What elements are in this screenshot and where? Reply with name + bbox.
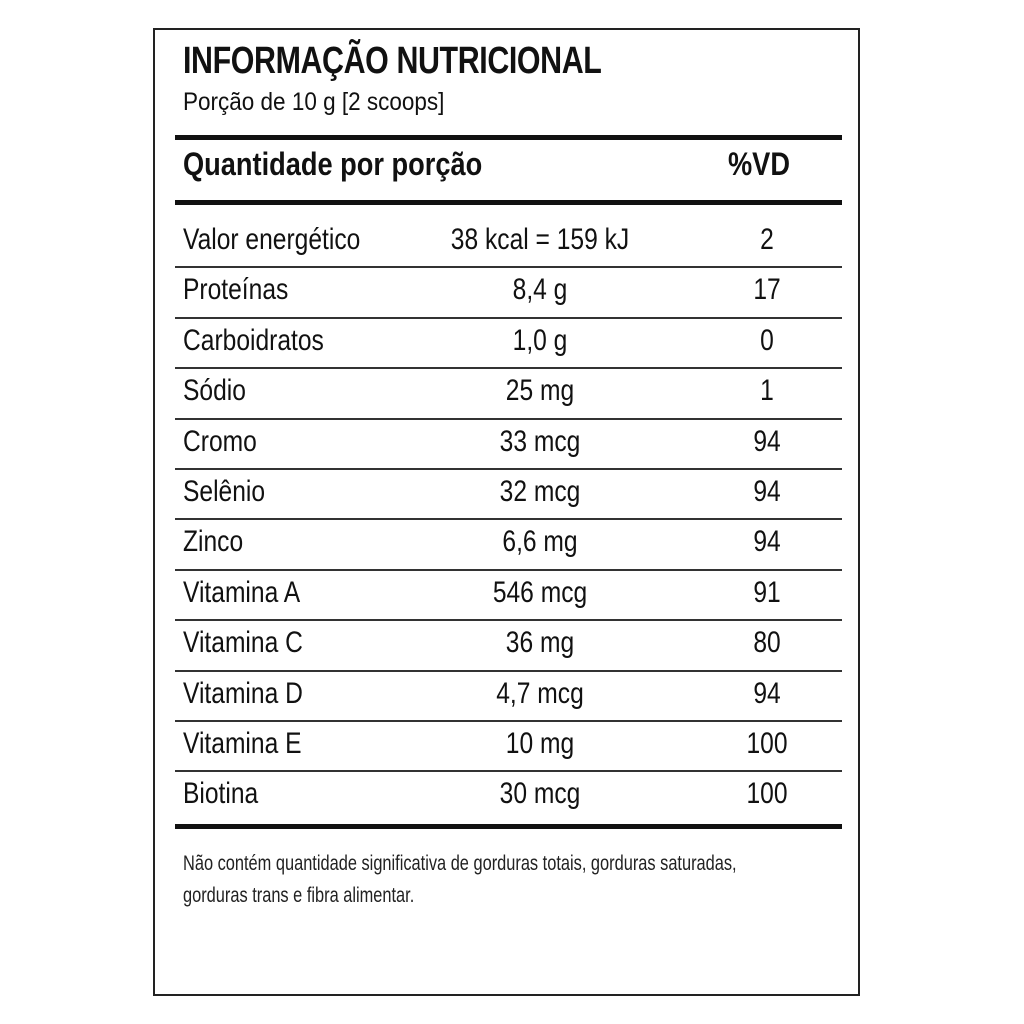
daily-value: 94 (753, 424, 781, 458)
amount: 32 mcg (499, 475, 581, 508)
title: INFORMAÇÃO NUTRICIONAL (183, 40, 602, 82)
daily-value: 0 (760, 323, 774, 357)
row-divider (175, 518, 842, 521)
rule (175, 135, 842, 140)
nutrient-name: Cromo (183, 424, 257, 458)
row-divider (175, 266, 842, 269)
daily-value: 17 (753, 273, 781, 307)
row-divider (175, 367, 842, 370)
row-divider (175, 316, 842, 319)
nutrient-name: Selênio (183, 475, 266, 508)
row-divider (175, 568, 842, 571)
daily-value: 1 (760, 374, 774, 408)
daily-value: 100 (746, 727, 788, 760)
footnote: Não contém quantidade significativa de g… (183, 852, 737, 875)
subtitle: Porção de 10 g [2 scoops] (183, 88, 445, 116)
row-divider (175, 619, 842, 622)
amount: 546 mcg (492, 575, 588, 609)
nutrient-name: Biotina (183, 777, 259, 811)
nutrient-name: Vitamina C (183, 626, 303, 660)
amount: 33 mcg (499, 424, 581, 458)
daily-value: 94 (753, 475, 781, 508)
nutrient-name: Vitamina D (183, 676, 303, 710)
daily-value: 2 (760, 223, 774, 256)
nutrient-name: Valor energético (183, 223, 361, 256)
row-divider (175, 720, 842, 722)
footnote: gorduras trans e fibra alimentar. (183, 884, 415, 907)
daily-value: 100 (746, 777, 788, 811)
daily-value: 94 (753, 676, 781, 710)
amount: 30 mcg (499, 777, 581, 811)
amount: 1,0 g (512, 323, 568, 357)
nutrient-name: Vitamina A (183, 575, 301, 609)
column-header: Quantidade por porção (183, 146, 483, 182)
amount: 36 mg (505, 626, 575, 660)
amount: 25 mg (505, 374, 575, 408)
daily-value: 94 (753, 525, 781, 559)
amount: 4,7 mcg (496, 676, 584, 710)
column-header: %VD (728, 146, 790, 182)
nutrient-name: Proteínas (183, 273, 289, 307)
amount: 6,6 mg (502, 525, 578, 559)
nutrient-name: Zinco (183, 525, 244, 559)
daily-value: 80 (753, 626, 781, 660)
amount: 10 mg (505, 727, 575, 760)
rule (175, 200, 842, 205)
nutrient-name: Carboidratos (183, 323, 324, 357)
label-frame (153, 28, 860, 996)
row-divider (175, 770, 842, 773)
row-divider (175, 669, 842, 672)
row-divider (175, 417, 842, 420)
daily-value: 91 (753, 575, 781, 609)
row-divider (175, 468, 842, 470)
rule (175, 824, 842, 829)
amount: 8,4 g (512, 273, 568, 307)
nutrient-name: Vitamina E (183, 727, 302, 760)
nutrient-name: Sódio (183, 374, 246, 408)
amount: 38 kcal = 159 kJ (450, 223, 630, 256)
